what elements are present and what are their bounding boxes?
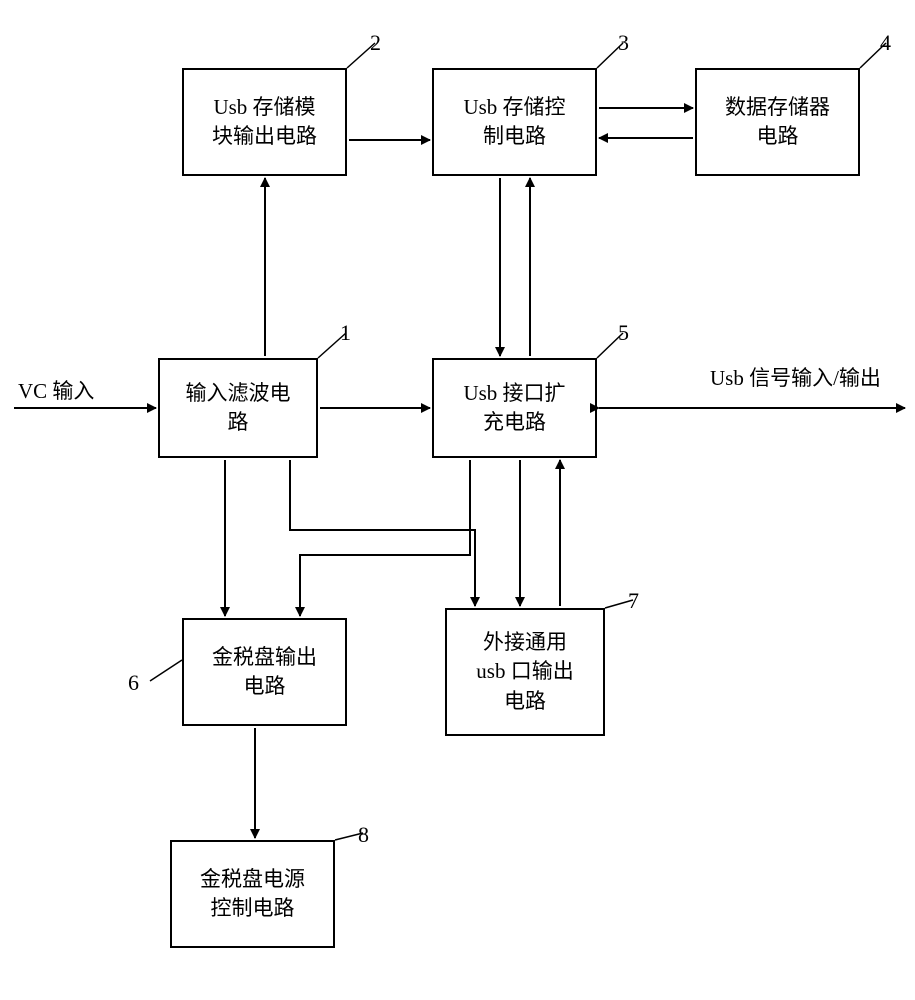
block-diagram: 输入滤波电路 1 Usb 存储模块输出电路 2 Usb 存储控制电路 3 数据存… [0,0,915,1000]
node-label: Usb 接口扩充电路 [463,379,565,438]
node-label: 数据存储器电路 [725,93,830,152]
node-usb-storage-module-output: Usb 存储模块输出电路 [182,68,347,176]
node-data-storage: 数据存储器电路 [695,68,860,176]
node-label: Usb 存储模块输出电路 [212,93,317,152]
usb-io-label: Usb 信号输入/输出 [710,362,881,392]
node-num-6: 6 [128,670,139,696]
node-num-8: 8 [358,822,369,848]
node-num-7: 7 [628,588,639,614]
node-label: 金税盘电源控制电路 [200,865,305,924]
node-num-3: 3 [618,30,629,56]
node-label: Usb 存储控制电路 [463,93,565,152]
node-golden-tax-output: 金税盘输出电路 [182,618,347,726]
node-label: 输入滤波电路 [186,379,291,438]
node-golden-tax-power-control: 金税盘电源控制电路 [170,840,335,948]
node-num-5: 5 [618,320,629,346]
node-input-filter: 输入滤波电路 [158,358,318,458]
node-num-4: 4 [880,30,891,56]
node-label: 金税盘输出电路 [212,643,317,702]
node-num-1: 1 [340,320,351,346]
node-num-2: 2 [370,30,381,56]
node-external-usb-output: 外接通用usb 口输出电路 [445,608,605,736]
vc-input-label: VC 输入 [18,375,94,405]
node-usb-storage-control: Usb 存储控制电路 [432,68,597,176]
node-usb-interface-expansion: Usb 接口扩充电路 [432,358,597,458]
node-label: 外接通用usb 口输出电路 [476,628,573,716]
